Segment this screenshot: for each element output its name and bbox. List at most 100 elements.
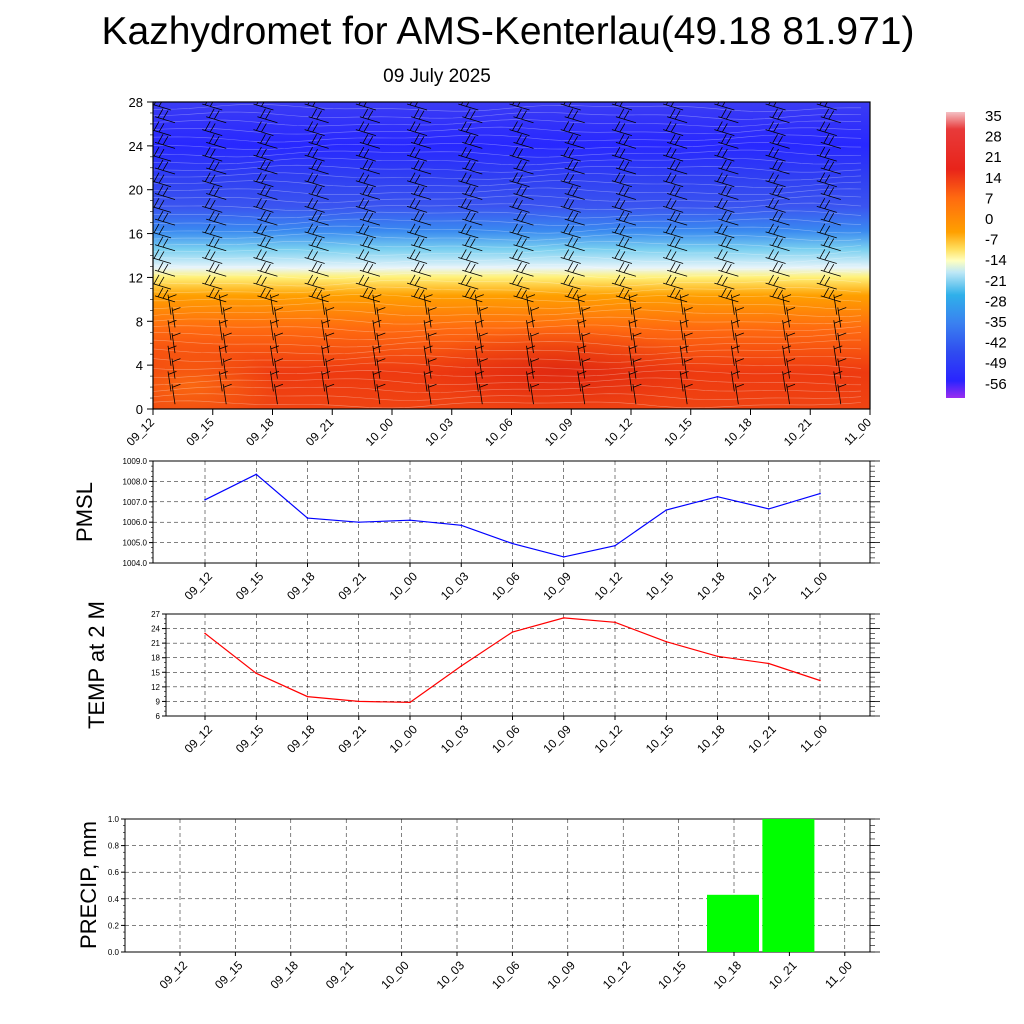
wind-barb bbox=[786, 383, 796, 405]
barb-flag bbox=[158, 225, 165, 235]
x-tick-label: 10_21 bbox=[781, 415, 815, 449]
wind-barb bbox=[663, 172, 684, 188]
barb-flag bbox=[312, 174, 318, 184]
barb-flag bbox=[665, 223, 672, 234]
barb-shaft bbox=[372, 320, 377, 341]
barb-flag bbox=[735, 383, 744, 388]
wind-barb bbox=[406, 146, 428, 162]
barb-flag bbox=[460, 223, 467, 234]
y-tick-label: 1006.0 bbox=[123, 518, 148, 527]
x-tick-label: 09_21 bbox=[303, 415, 337, 449]
barb-flag bbox=[153, 121, 160, 131]
barb-flag bbox=[777, 110, 783, 120]
barb-flag bbox=[572, 263, 579, 273]
barb-flag bbox=[669, 159, 676, 170]
barb-flag bbox=[819, 102, 822, 106]
barb-flag bbox=[256, 102, 259, 106]
barb-flag bbox=[162, 161, 169, 171]
wind-barb bbox=[820, 108, 841, 124]
data-line bbox=[204, 473, 821, 558]
barb-flag bbox=[777, 212, 783, 222]
barb-flag bbox=[819, 146, 826, 157]
wind-barb bbox=[406, 121, 428, 136]
wind-barb bbox=[410, 210, 432, 226]
barb-flag bbox=[572, 238, 579, 248]
barb-flag bbox=[633, 332, 642, 337]
barb-flag bbox=[358, 198, 365, 208]
wind-barb bbox=[833, 345, 843, 366]
colorbar-label: -49 bbox=[985, 355, 1007, 372]
barb-flag bbox=[735, 358, 744, 362]
barb-flag bbox=[157, 210, 164, 221]
barb-shaft bbox=[679, 371, 684, 392]
barb-flag bbox=[731, 294, 740, 299]
wind-barb bbox=[577, 294, 587, 315]
barb-flag bbox=[157, 159, 164, 170]
y-tick-label: 0 bbox=[136, 402, 143, 417]
barb-flag bbox=[162, 289, 169, 299]
barb-flag bbox=[358, 146, 365, 157]
wind-barb bbox=[462, 159, 483, 175]
barb-flag bbox=[307, 274, 313, 285]
x-tick-label: 09_18 bbox=[284, 722, 318, 756]
barb-flag bbox=[726, 161, 732, 171]
barb-flag bbox=[158, 276, 165, 286]
barb-flag bbox=[722, 276, 728, 286]
wind-barb bbox=[154, 134, 176, 149]
y-tick-label: 15 bbox=[151, 668, 160, 677]
barb-flag bbox=[418, 187, 425, 197]
barb-shaft bbox=[581, 332, 586, 354]
wind-barb bbox=[304, 274, 325, 290]
wind-barb bbox=[530, 383, 540, 405]
barb-shaft bbox=[581, 358, 586, 379]
panel-frame bbox=[152, 460, 871, 564]
barb-flag bbox=[674, 136, 681, 145]
barb-flag bbox=[325, 332, 335, 337]
wind-barb bbox=[611, 121, 633, 136]
wind-barb bbox=[308, 108, 329, 124]
wind-barb bbox=[376, 332, 386, 354]
wind-barb bbox=[816, 249, 837, 264]
data-point bbox=[767, 508, 770, 510]
barb-flag bbox=[516, 134, 522, 144]
barb-flag bbox=[464, 236, 471, 246]
barb-flag bbox=[614, 102, 617, 106]
barb-flag bbox=[204, 198, 211, 208]
barb-flag bbox=[572, 161, 579, 171]
barb-flag bbox=[307, 121, 313, 131]
wind-barb bbox=[253, 198, 274, 213]
barb-flag bbox=[260, 210, 266, 221]
barb-flag bbox=[377, 332, 386, 337]
barb-flag bbox=[665, 198, 672, 208]
barb-flag bbox=[358, 223, 365, 234]
x-tick-label: 10_00 bbox=[378, 958, 412, 992]
wind-barb bbox=[509, 249, 530, 264]
wind-barb bbox=[769, 159, 790, 175]
wind-barb bbox=[611, 146, 633, 162]
wind-barb bbox=[683, 383, 693, 405]
barb-shaft bbox=[376, 307, 381, 328]
barb-flag bbox=[465, 251, 472, 261]
wind-barb bbox=[683, 332, 693, 354]
data-point bbox=[306, 695, 309, 698]
barb-flag bbox=[363, 276, 370, 286]
barb-shaft bbox=[171, 307, 176, 328]
barb-flag bbox=[428, 358, 437, 362]
barb-shaft bbox=[526, 345, 530, 366]
barb-flag bbox=[618, 236, 625, 246]
wind-barb bbox=[372, 345, 382, 366]
contour-line bbox=[153, 339, 861, 348]
wind-barb bbox=[376, 307, 386, 328]
barb-flag bbox=[312, 225, 318, 235]
barb-flag bbox=[424, 371, 433, 375]
colorbar-label: -42 bbox=[985, 335, 1007, 352]
data-point bbox=[204, 499, 206, 501]
barb-flag bbox=[777, 238, 783, 248]
wind-barb bbox=[615, 236, 637, 252]
wind-barb bbox=[171, 383, 181, 405]
barb-flag bbox=[567, 261, 574, 272]
wind-barb bbox=[718, 287, 739, 303]
barb-flag bbox=[819, 274, 826, 285]
barb-flag bbox=[260, 185, 266, 195]
x-tick-label: 09_12 bbox=[124, 415, 158, 449]
